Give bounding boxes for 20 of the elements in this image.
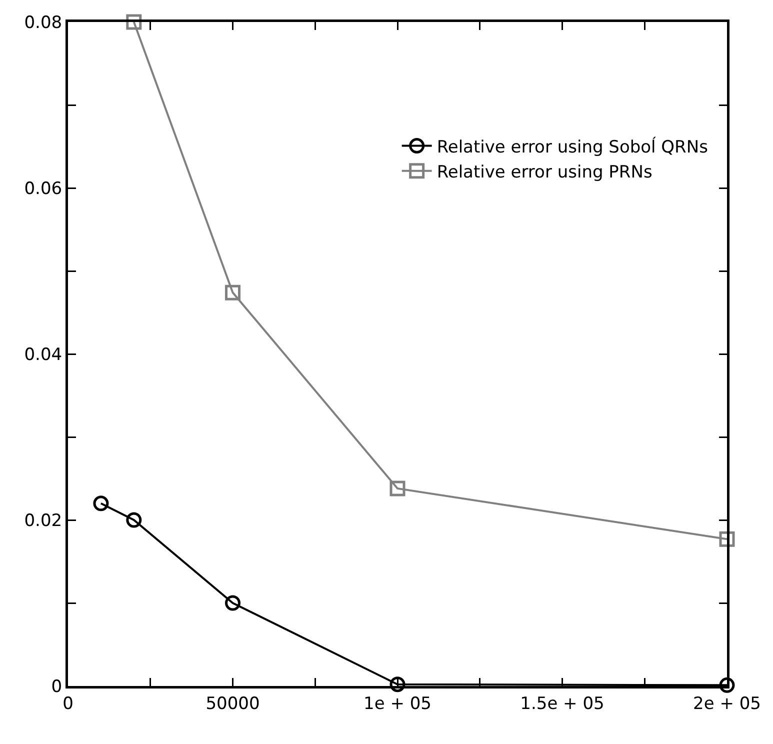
x-tick-label: 2e + 05 [693, 694, 761, 714]
point [225, 595, 240, 611]
x-tick-label: 1.5e + 05 [520, 694, 604, 714]
y-tick-label: 0.02 [24, 510, 62, 531]
point [93, 496, 109, 512]
point [390, 480, 406, 496]
x-tick-label: 50000 [206, 694, 260, 714]
point [126, 512, 142, 528]
legend-label: Relative error using Soboĺ QRNs [436, 136, 708, 158]
y-tick-label: 0.08 [24, 12, 62, 33]
point [126, 14, 142, 30]
legend-label: Relative error using PRNs [436, 162, 652, 183]
x-tick-label: 1e + 05 [364, 694, 432, 714]
point [390, 676, 406, 692]
y-tick-label: 0 [51, 676, 62, 697]
y-tick-label: 0.04 [24, 344, 62, 365]
point [719, 531, 735, 547]
point [225, 284, 240, 300]
point [719, 677, 735, 693]
y-tick-label: 0.06 [24, 178, 62, 199]
